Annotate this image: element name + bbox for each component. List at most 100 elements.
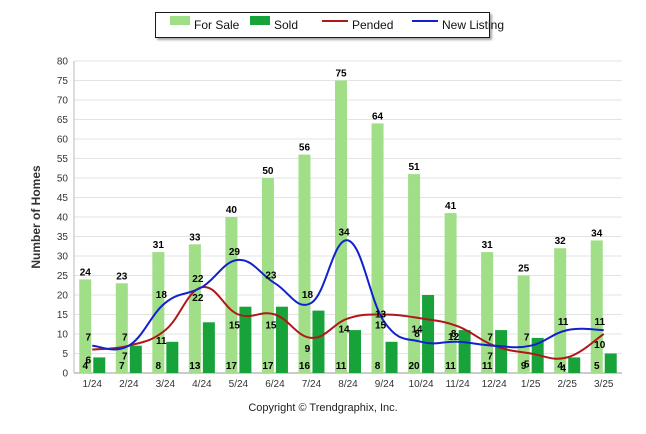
y-tick-label: 45 (57, 193, 69, 204)
data-label-pended: 11 (156, 336, 167, 347)
data-label-for-sale: 75 (335, 69, 347, 80)
legend-swatch-for-sale (170, 16, 190, 25)
data-label-new-listing: 29 (229, 247, 241, 258)
y-tick-label: 40 (57, 213, 69, 224)
data-label-new-listing: 13 (375, 309, 387, 320)
data-label-for-sale: 24 (80, 267, 92, 278)
data-label-pended: 10 (594, 340, 606, 351)
y-tick-label: 30 (57, 252, 69, 263)
x-tick-label: 2/24 (119, 379, 139, 390)
y-tick-label: 10 (57, 330, 69, 341)
bar-for-sale (152, 252, 165, 373)
y-tick-label: 25 (57, 271, 69, 282)
y-tick-label: 5 (62, 349, 68, 360)
legend-swatch-sold (250, 16, 270, 25)
data-label-sold: 11 (482, 361, 493, 372)
bar-sold (129, 345, 142, 373)
legend-label-for-sale: For Sale (194, 18, 240, 32)
data-label-for-sale: 40 (226, 205, 238, 216)
y-tick-label: 20 (57, 291, 69, 302)
x-tick-label: 11/24 (445, 379, 470, 390)
data-label-pended: 9 (305, 344, 311, 355)
legend-label-new-listing: New Listing (442, 18, 505, 32)
data-label-sold: 20 (409, 361, 421, 372)
data-label-sold: 9 (521, 361, 527, 372)
y-axis-label: Number of Homes (29, 165, 43, 269)
x-tick-label: 2/25 (557, 379, 577, 390)
data-label-sold: 16 (299, 361, 311, 372)
data-label-for-sale: 50 (262, 166, 274, 177)
x-tick-label: 1/24 (83, 379, 103, 390)
y-tick-label: 0 (62, 369, 68, 380)
data-label-new-listing: 7 (487, 333, 493, 344)
y-tick-label: 75 (57, 76, 69, 87)
data-label-sold: 8 (375, 361, 381, 372)
data-label-sold: 11 (445, 361, 456, 372)
y-tick-label: 60 (57, 135, 69, 146)
data-label-pended: 6 (85, 356, 91, 367)
y-tick-label: 50 (57, 174, 69, 185)
y-tick-label: 65 (57, 115, 69, 126)
x-tick-label: 3/24 (156, 379, 176, 390)
bar-sold (275, 306, 288, 373)
data-label-new-listing: 34 (338, 227, 350, 238)
data-label-pended: 7 (487, 352, 493, 363)
data-label-pended: 22 (192, 293, 204, 304)
bar-for-sale (517, 275, 530, 373)
copyright-text: Copyright © Trendgraphix, Inc. (248, 402, 398, 414)
data-label-new-listing: 7 (122, 333, 128, 344)
data-label-new-listing: 23 (265, 270, 277, 281)
data-label-new-listing: 18 (302, 290, 314, 301)
bar-for-sale (188, 244, 201, 373)
data-label-for-sale: 31 (482, 240, 494, 251)
data-label-sold: 4 (82, 361, 88, 372)
bar-for-sale (115, 283, 128, 373)
data-label-new-listing: 8 (451, 329, 457, 340)
bar-for-sale (298, 154, 311, 373)
bar-for-sale (335, 80, 347, 373)
data-label-sold: 7 (119, 361, 125, 372)
line-pended (92, 286, 605, 360)
bar-sold (349, 330, 361, 373)
y-tick-label: 35 (57, 232, 69, 243)
data-label-for-sale: 64 (372, 111, 384, 122)
bar-sold (458, 330, 471, 373)
data-label-for-sale: 34 (591, 228, 603, 239)
x-tick-label: 12/24 (482, 379, 507, 390)
bar-for-sale (481, 252, 494, 373)
data-label-pended: 14 (338, 324, 350, 335)
data-label-for-sale: 32 (555, 236, 567, 247)
bar-sold (93, 357, 106, 373)
data-label-for-sale: 51 (409, 162, 421, 173)
data-label-pended: 15 (265, 321, 277, 332)
data-label-new-listing: 7 (85, 333, 91, 344)
data-label-for-sale: 25 (518, 264, 530, 275)
x-tick-label: 1/25 (521, 379, 541, 390)
x-tick-label: 5/24 (229, 379, 249, 390)
legend-line-pended (322, 20, 348, 22)
data-label-new-listing: 18 (156, 290, 168, 301)
bar-sold (239, 306, 252, 373)
legend-label-pended: Pended (352, 18, 394, 32)
y-tick-label: 70 (57, 96, 69, 107)
data-label-pended: 7 (122, 352, 128, 363)
data-label-new-listing: 7 (524, 333, 530, 344)
data-label-for-sale: 56 (299, 143, 311, 154)
y-tick-label: 55 (57, 154, 69, 165)
data-label-for-sale: 33 (189, 232, 201, 243)
bar-sold (495, 330, 508, 373)
x-tick-label: 7/24 (302, 379, 322, 390)
data-label-for-sale: 31 (153, 240, 165, 251)
bar-sold (604, 353, 617, 373)
y-tick-label: 80 (57, 57, 69, 68)
data-label-pended: 15 (375, 321, 387, 332)
legend-label-sold: Sold (274, 18, 299, 32)
data-label-sold: 8 (156, 361, 162, 372)
bar-for-sale (590, 240, 603, 373)
x-tick-label: 8/24 (338, 379, 358, 390)
data-label-pended: 14 (412, 324, 424, 335)
data-label-for-sale: 41 (445, 201, 457, 212)
data-label-sold: 17 (226, 361, 238, 372)
data-label-sold: 17 (262, 361, 274, 372)
